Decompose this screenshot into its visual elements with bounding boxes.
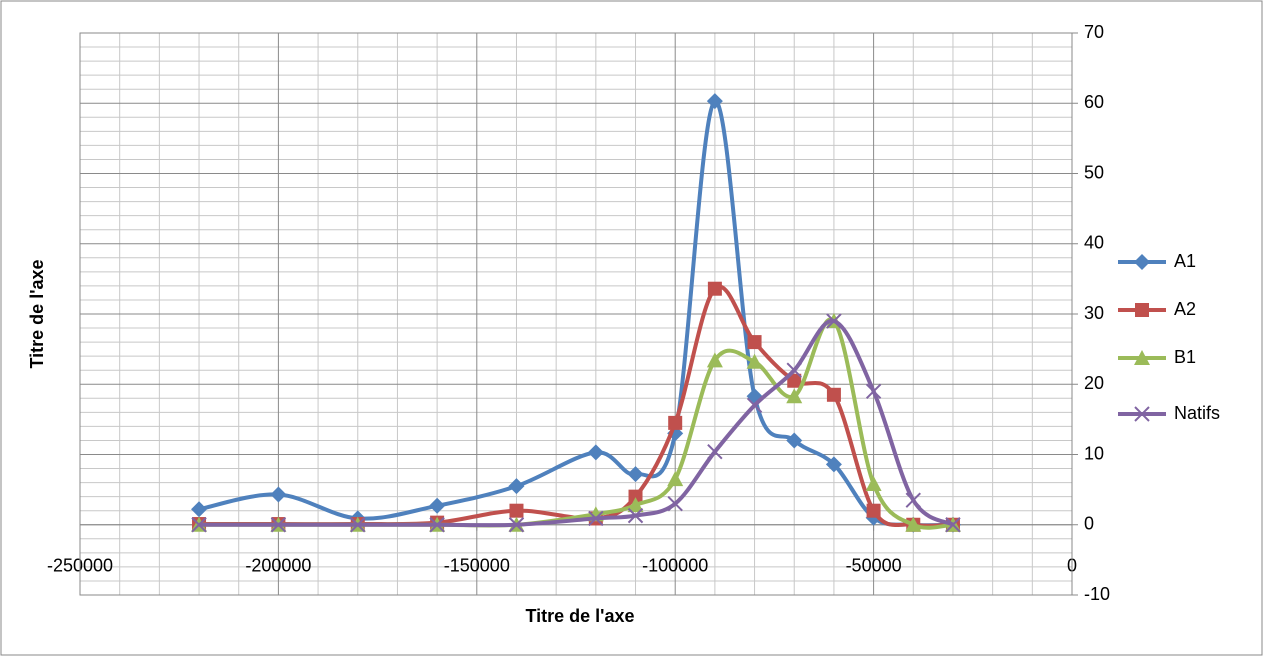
data-point [786, 388, 803, 404]
data-point [865, 476, 882, 492]
y-tick-label: 50 [1084, 162, 1104, 182]
x-axis-title: Titre de l'axe [525, 606, 634, 626]
data-point [945, 517, 961, 533]
legend-marker [1134, 254, 1150, 270]
y-tick-label: 30 [1084, 303, 1104, 323]
legend-label: B1 [1174, 347, 1196, 367]
data-point [826, 313, 842, 329]
data-point [865, 383, 882, 399]
data-point [786, 362, 802, 378]
data-point [191, 501, 208, 518]
legend-label: A1 [1174, 251, 1196, 271]
data-point [508, 517, 525, 533]
data-point [270, 486, 287, 503]
y-tick-label: 70 [1084, 22, 1104, 42]
legend-marker [1134, 350, 1150, 365]
y-tick-label: 20 [1084, 373, 1104, 393]
data-point [429, 517, 445, 533]
data-point [508, 478, 525, 495]
y-tick-label: 10 [1084, 443, 1104, 463]
data-point [905, 492, 921, 508]
y-tick-label: 40 [1084, 233, 1104, 253]
data-point [588, 510, 604, 527]
x-tick-label: -150000 [444, 556, 510, 576]
x-tick-label: -200000 [245, 556, 311, 576]
data-point [270, 517, 287, 533]
legend-marker [1135, 303, 1149, 317]
data-point [429, 497, 446, 514]
y-tick-label: -10 [1084, 584, 1110, 604]
y-axis-title: Titre de l'axe [27, 259, 47, 368]
x-tick-label: -50000 [846, 556, 902, 576]
data-point [747, 335, 762, 350]
data-point [627, 507, 644, 524]
data-point [866, 503, 881, 518]
data-point [707, 281, 722, 296]
data-point [826, 387, 841, 402]
data-point [706, 352, 723, 368]
data-point [509, 503, 524, 518]
data-point [191, 517, 207, 533]
data-point [627, 466, 644, 483]
legend-label: Natifs [1174, 403, 1220, 423]
data-point [587, 444, 604, 461]
data-point [786, 432, 803, 449]
data-point [825, 456, 842, 473]
data-point [746, 353, 763, 369]
data-point [668, 415, 683, 430]
data-point [627, 497, 644, 513]
data-point [667, 471, 684, 487]
data-point [628, 489, 643, 504]
x-tick-label: -100000 [642, 556, 708, 576]
data-point [905, 516, 922, 532]
data-point [667, 495, 683, 512]
data-point [865, 509, 882, 526]
data-point [707, 443, 723, 460]
legend-marker [1134, 406, 1150, 422]
y-tick-label: 0 [1084, 514, 1094, 534]
data-point [746, 397, 763, 414]
y-tick-label: 60 [1084, 92, 1104, 112]
data-point [350, 517, 366, 533]
data-point [787, 373, 802, 388]
data-point [706, 93, 723, 110]
legend-label: A2 [1174, 299, 1196, 319]
